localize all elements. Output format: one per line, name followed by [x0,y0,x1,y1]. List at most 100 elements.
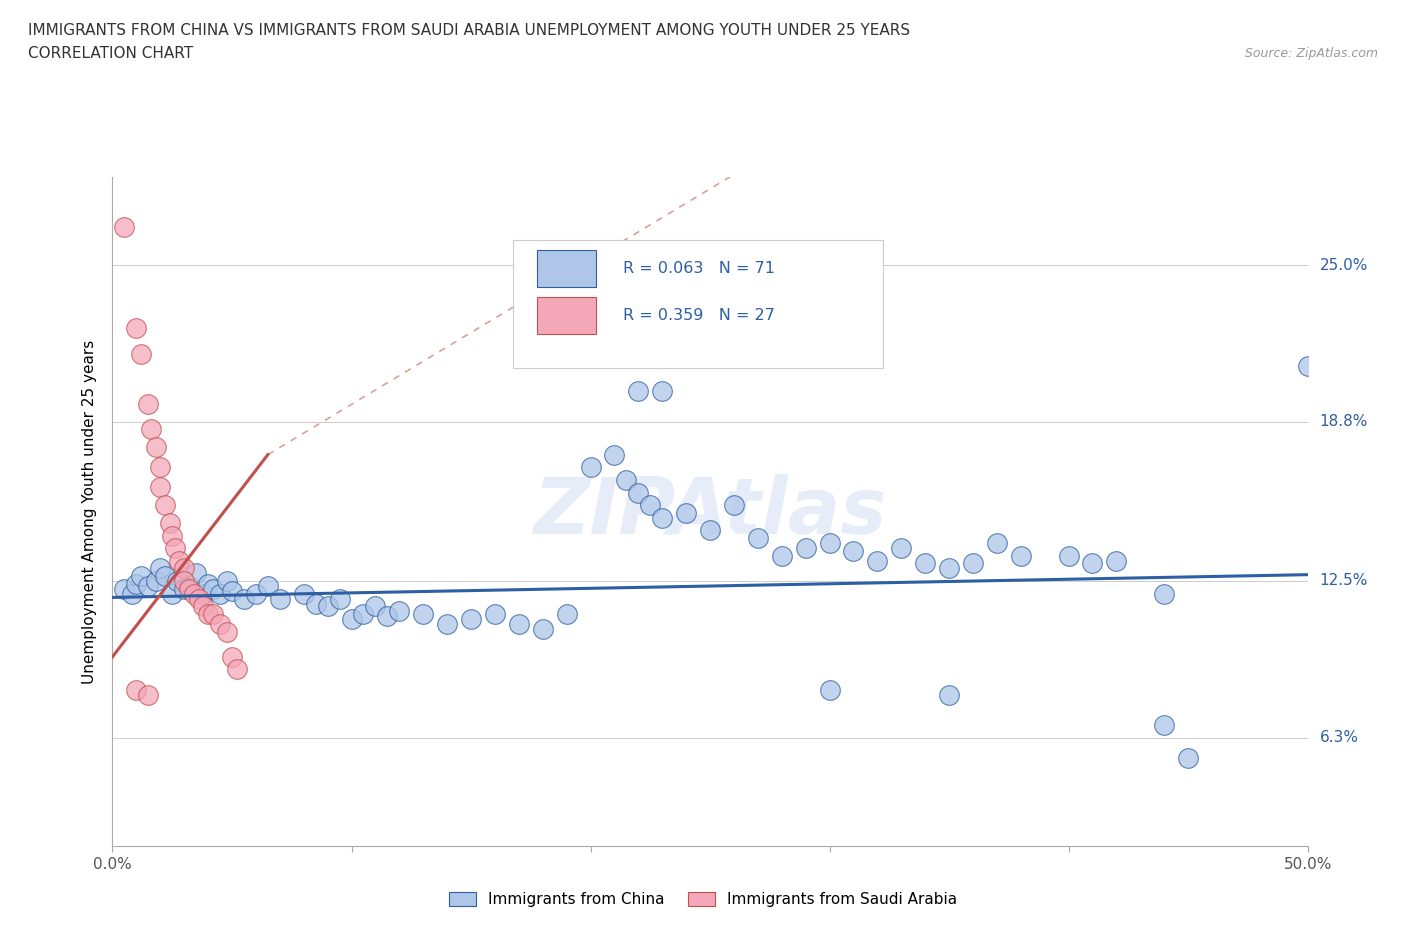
Point [129,568,152,583]
FancyBboxPatch shape [513,240,883,367]
Point [627,485,650,500]
Text: Source: ZipAtlas.com: Source: ZipAtlas.com [1244,46,1378,60]
Point [304,596,326,611]
Point [153,498,176,512]
Point [217,574,239,589]
Point [508,617,530,631]
Point [193,599,215,614]
Point [217,624,239,639]
Point [173,581,195,596]
Point [316,599,339,614]
Point [208,586,231,601]
Point [340,611,363,626]
Point [153,568,176,583]
Point [866,553,889,568]
Point [484,606,506,621]
Point [328,591,352,606]
Point [914,556,936,571]
Point [651,511,673,525]
Point [139,422,162,437]
Point [842,543,865,558]
Point [388,604,411,618]
Point [177,578,200,593]
Point [183,586,205,601]
Point [166,574,188,589]
Point [377,609,399,624]
Point [651,384,673,399]
Point [352,606,374,621]
Point [627,384,650,399]
Point [1057,549,1080,564]
Point [177,581,200,596]
Point [173,574,195,589]
Point [145,440,167,455]
Point [818,536,841,551]
Point [770,549,793,564]
Point [125,683,148,698]
Point [221,649,243,664]
Point [292,586,315,601]
Point [986,536,1008,551]
Text: ZIPAtlas: ZIPAtlas [533,473,887,550]
Point [129,346,152,361]
Y-axis label: Unemployment Among Youth under 25 years: Unemployment Among Youth under 25 years [82,339,97,684]
Point [163,540,186,555]
Text: 12.5%: 12.5% [1319,574,1368,589]
Text: R = 0.063   N = 71: R = 0.063 N = 71 [623,261,775,276]
Point [412,606,434,621]
Point [747,531,769,546]
Point [162,586,183,601]
Point [675,505,697,520]
Point [149,459,172,474]
Point [162,528,183,543]
Text: 18.8%: 18.8% [1319,414,1368,430]
Point [962,556,984,571]
Point [197,606,219,621]
Point [555,606,578,621]
Text: 25.0%: 25.0% [1319,258,1368,272]
Point [603,447,626,462]
Point [723,498,745,512]
Point [221,584,243,599]
Point [1105,553,1128,568]
Text: IMMIGRANTS FROM CHINA VS IMMIGRANTS FROM SAUDI ARABIA UNEMPLOYMENT AMONG YOUTH U: IMMIGRANTS FROM CHINA VS IMMIGRANTS FROM… [28,23,910,38]
Point [579,459,602,474]
Point [159,515,181,530]
Point [1153,718,1175,733]
Point [114,219,135,234]
Point [245,586,267,601]
Point [818,683,841,698]
Point [121,586,143,601]
Point [1010,549,1032,564]
Point [232,591,256,606]
Text: CORRELATION CHART: CORRELATION CHART [28,46,193,61]
Point [138,578,160,593]
Point [531,621,554,636]
Point [794,540,817,555]
Text: 6.3%: 6.3% [1319,730,1358,745]
Point [436,617,458,631]
Point [186,566,208,581]
Point [1296,359,1319,374]
Point [614,472,637,487]
Point [145,574,167,589]
Point [208,617,231,631]
Point [225,662,247,677]
Point [890,540,912,555]
Point [125,321,148,336]
Point [638,498,662,512]
Point [460,611,482,626]
Point [201,581,224,596]
Point [1177,751,1199,765]
Legend: Immigrants from China, Immigrants from Saudi Arabia: Immigrants from China, Immigrants from S… [443,885,963,913]
FancyBboxPatch shape [537,250,596,287]
Point [125,576,148,591]
Point [149,561,172,576]
Point [364,599,387,614]
Point [201,606,224,621]
Point [173,561,195,576]
Point [257,578,280,593]
Point [149,480,172,495]
Point [193,586,215,601]
Point [699,523,721,538]
